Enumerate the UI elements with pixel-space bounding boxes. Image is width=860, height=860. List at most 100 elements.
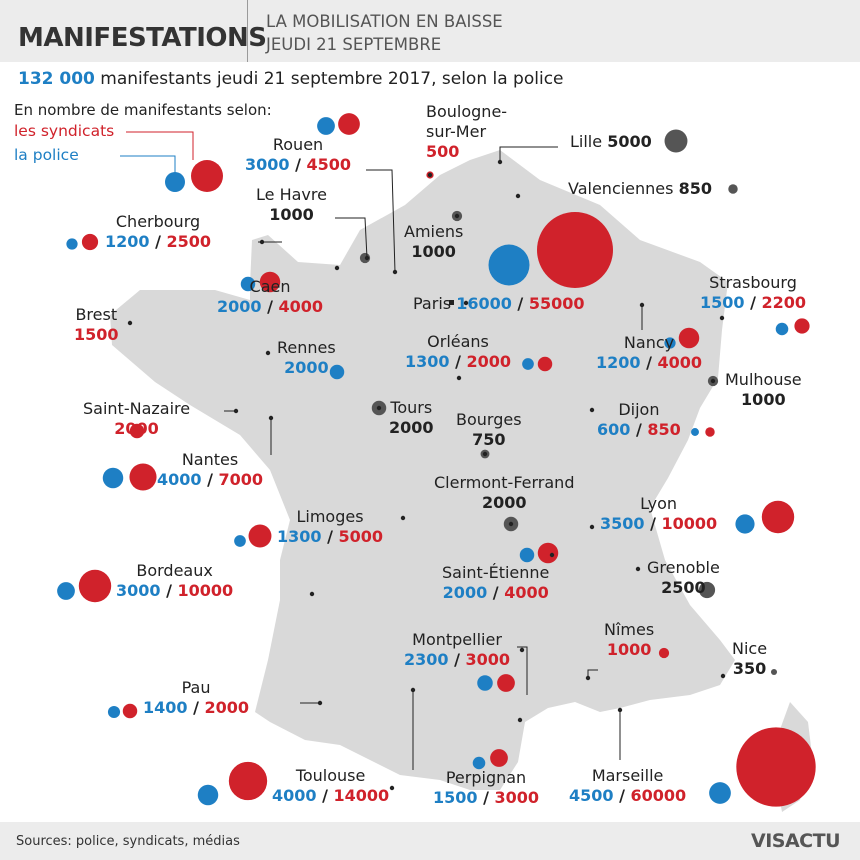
page-title: MANIFESTATIONS bbox=[18, 23, 267, 53]
city-name-rennes: Rennes bbox=[277, 338, 336, 357]
value-rouen-police: 3000 bbox=[245, 155, 290, 174]
label-clermont: Clermont-Ferrand 2000 bbox=[434, 473, 574, 513]
value-strasbourg-police: 1500 bbox=[700, 293, 745, 312]
city-name-nancy: Nancy bbox=[623, 333, 675, 352]
city-values-marseille: 4500 / 60000 bbox=[569, 786, 686, 806]
value-separator: / bbox=[511, 294, 529, 313]
city-dot-0 bbox=[427, 172, 433, 178]
value-perpignan-police: 1500 bbox=[433, 788, 478, 807]
city-dot-8 bbox=[463, 300, 469, 306]
value-marseille-police: 4500 bbox=[569, 786, 614, 805]
leader-line-2 bbox=[335, 217, 368, 259]
circle-grenoble-total bbox=[698, 581, 716, 599]
city-dot-14 bbox=[710, 378, 716, 384]
label-paris: Paris 16000 / 55000 bbox=[413, 294, 585, 314]
label-valenciennes: Valenciennes 850 bbox=[568, 179, 712, 199]
city-values-strasbourg: 1500 / 2200 bbox=[700, 293, 806, 313]
label-mulhouse: Mulhouse 1000 bbox=[725, 370, 802, 410]
circle-orleans-syndicats bbox=[537, 356, 553, 372]
headline-text: manifestants jeudi 21 septembre 2017, se… bbox=[94, 69, 564, 89]
value-marseille-syndicats: 60000 bbox=[630, 786, 687, 805]
circle-nantes-syndicats bbox=[129, 463, 157, 491]
value-cherbourg-police: 1200 bbox=[105, 232, 150, 251]
legend-syndicats-line bbox=[126, 131, 194, 160]
subtitle-line-2: JEUDI 21 SEPTEMBRE bbox=[266, 35, 442, 54]
label-montpellier: Montpellier 2300 / 3000 bbox=[404, 630, 510, 670]
value-orleans-syndicats: 2000 bbox=[466, 352, 512, 371]
city-values-valenciennes: 850 bbox=[679, 179, 712, 198]
city-name-pau: Pau bbox=[181, 678, 211, 697]
city-dot-9 bbox=[719, 315, 725, 321]
city-values-mulhouse: 1000 bbox=[725, 390, 802, 410]
city-name-toulouse: Toulouse bbox=[295, 766, 366, 785]
city-name-bordeaux: Bordeaux bbox=[136, 561, 213, 580]
label-dijon: Dijon 600 / 850 bbox=[597, 400, 681, 440]
city-dot-10 bbox=[127, 320, 133, 326]
headline-number: 132 000 bbox=[18, 69, 95, 89]
city-dot-20 bbox=[508, 521, 514, 527]
circle-nantes-police bbox=[102, 467, 124, 489]
value-lyon-police: 3500 bbox=[600, 514, 645, 533]
city-name-boulogne: Boulogne- sur-Mer bbox=[426, 102, 508, 141]
value-toulouse-syndicats: 14000 bbox=[333, 786, 390, 805]
circle-pau-police bbox=[107, 705, 121, 719]
city-values-tours: 2000 bbox=[389, 418, 434, 438]
value-saintetienne-syndicats: 4000 bbox=[504, 583, 549, 602]
legend-syndicats-label: les syndicats bbox=[14, 122, 115, 140]
value-nancy-syndicats: 4000 bbox=[657, 353, 703, 372]
value-orleans-police: 1300 bbox=[405, 352, 450, 371]
circle-nancy-syndicats bbox=[678, 327, 700, 349]
city-dot-33 bbox=[389, 785, 395, 791]
city-name-valenciennes: Valenciennes bbox=[568, 179, 674, 198]
circle-caen-police bbox=[240, 276, 256, 292]
city-values-rouen: 3000 / 4500 bbox=[245, 155, 351, 175]
value-boulogne-syndicats: 500 bbox=[426, 142, 460, 161]
circle-toulouse-police bbox=[197, 784, 219, 806]
value-separator: / bbox=[261, 297, 279, 316]
label-cherbourg: Cherbourg 1200 / 2500 bbox=[105, 212, 211, 252]
city-name-marseille: Marseille bbox=[591, 766, 664, 785]
city-values-perpignan: 1500 / 3000 bbox=[433, 788, 539, 808]
value-perpignan-syndicats: 3000 bbox=[494, 788, 540, 807]
value-grenoble-total: 2500 bbox=[661, 578, 706, 597]
city-name-strasbourg: Strasbourg bbox=[709, 273, 797, 292]
value-separator: / bbox=[477, 788, 495, 807]
subtitle-line-1: LA MOBILISATION EN BAISSE bbox=[266, 12, 503, 31]
city-name-saintnazaire: Saint-Nazaire bbox=[83, 399, 191, 418]
value-bordeaux-syndicats: 10000 bbox=[177, 581, 234, 600]
city-dot-21 bbox=[400, 515, 406, 521]
city-values-saintnazaire: 2000 bbox=[83, 419, 190, 439]
city-name-amiens: Amiens bbox=[404, 222, 464, 241]
value-nimes-syndicats: 1000 bbox=[606, 640, 652, 659]
circle-nimes-syndicats bbox=[658, 647, 670, 659]
label-grenoble: Grenoble 2500 bbox=[647, 558, 720, 598]
circle-montpellier-syndicats bbox=[497, 674, 515, 692]
value-separator: / bbox=[487, 583, 505, 602]
circle-bordeaux-police bbox=[57, 582, 75, 600]
city-name-clermont: Clermont-Ferrand bbox=[434, 473, 575, 492]
value-nantes-syndicats: 7000 bbox=[218, 470, 264, 489]
value-separator: / bbox=[744, 293, 762, 312]
circle-toulouse-syndicats bbox=[228, 761, 268, 801]
city-dot-2 bbox=[515, 193, 521, 199]
value-lyon-syndicats: 10000 bbox=[661, 514, 718, 533]
value-rouen-syndicats: 4500 bbox=[306, 155, 352, 174]
city-name-paris: Paris bbox=[413, 294, 452, 313]
city-values-nice: 350 bbox=[732, 659, 767, 679]
value-caen-syndicats: 4000 bbox=[278, 297, 324, 316]
city-name-limoges: Limoges bbox=[296, 507, 364, 526]
circle-pau-syndicats bbox=[122, 703, 138, 719]
value-separator: / bbox=[160, 581, 178, 600]
circle-marseille-police bbox=[709, 782, 731, 804]
label-perpignan: Perpignan 1500 / 3000 bbox=[433, 768, 539, 808]
value-bordeaux-police: 3000 bbox=[116, 581, 161, 600]
city-name-grenoble: Grenoble bbox=[647, 558, 720, 577]
label-limoges: Limoges 1300 / 5000 bbox=[277, 507, 383, 547]
sources-text: Sources: police, syndicats, médias bbox=[16, 834, 240, 849]
city-dot-26 bbox=[519, 647, 525, 653]
label-nantes: Nantes 4000 / 7000 bbox=[157, 450, 263, 490]
circle-paris-police bbox=[488, 244, 530, 286]
circle-strasbourg-syndicats bbox=[794, 318, 810, 334]
legend-title: En nombre de manifestants selon: bbox=[14, 101, 272, 119]
city-values-rennes: 2000 bbox=[277, 358, 336, 378]
